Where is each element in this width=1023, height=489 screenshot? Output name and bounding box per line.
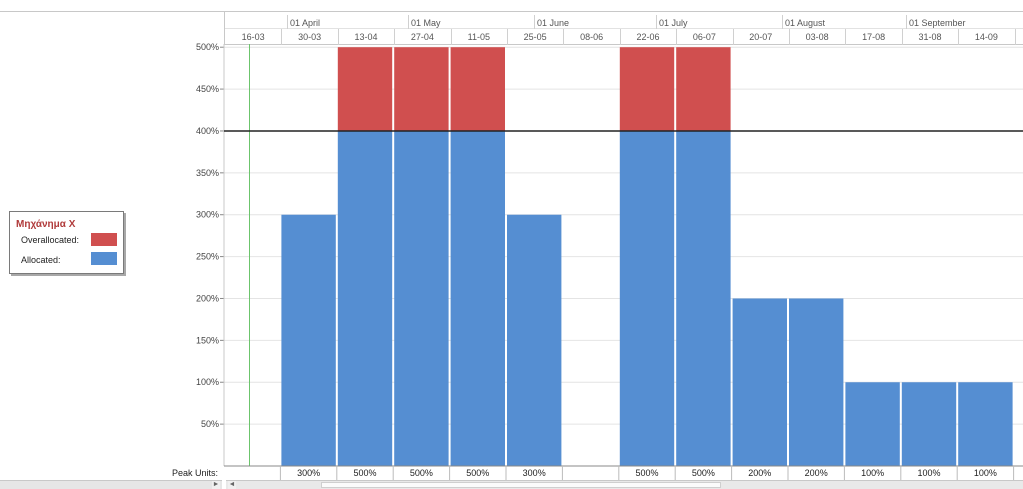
y-tick-label: 100%	[196, 377, 219, 387]
week-label: 27-04	[410, 32, 434, 42]
month-tick	[656, 15, 657, 29]
y-tick-label: 350%	[196, 168, 219, 178]
month-label: 01 June	[537, 18, 570, 28]
week-tick	[789, 29, 790, 45]
week-tick	[958, 29, 960, 45]
peak-units-value: 100%	[973, 468, 997, 478]
scrollbar-thumb[interactable]	[321, 482, 721, 488]
week-label: 06-07	[692, 32, 716, 42]
peak-units-title: Peak Units:	[172, 468, 219, 478]
allocated-bar	[789, 298, 844, 466]
allocated-bar	[281, 214, 336, 466]
legend-label-allocated: Allocated:	[21, 255, 61, 265]
week-tick	[619, 29, 621, 45]
allocated-bar	[676, 130, 731, 466]
overallocated-bar	[337, 47, 393, 131]
week-tick	[281, 29, 283, 45]
allocated-bar	[507, 214, 562, 466]
week-label: 08-06	[580, 32, 604, 42]
week-label: 11-05	[467, 32, 490, 42]
y-tick-label: 500%	[196, 42, 219, 52]
week-label: 16-03	[241, 32, 265, 42]
peak-units-value: 300%	[522, 468, 546, 478]
week-label: 14-09	[974, 32, 998, 42]
week-tick	[732, 29, 734, 45]
overallocated-bar	[450, 47, 505, 131]
legend-swatch-allocated	[91, 252, 117, 265]
week-tick	[563, 29, 565, 45]
month-label: 01 September	[909, 18, 966, 28]
month-tick	[408, 15, 409, 29]
peak-units-value: 300%	[297, 468, 321, 478]
week-tick	[845, 29, 847, 45]
y-tick-label: 250%	[196, 252, 219, 262]
y-tick-label: 150%	[196, 335, 219, 345]
peak-units-value: 500%	[466, 468, 490, 478]
peak-units-value: 200%	[748, 468, 772, 478]
peak-units-value: 200%	[804, 468, 828, 478]
month-tick	[287, 15, 288, 29]
month-label: 01 May	[411, 18, 441, 28]
week-tick	[394, 29, 396, 45]
week-label: 03-08	[805, 32, 829, 42]
timescale-bottom-border	[225, 44, 1023, 45]
week-label: 17-08	[862, 32, 886, 42]
allocated-bar	[619, 130, 675, 466]
scroll-left-arrow-icon[interactable]: ◄	[228, 481, 236, 489]
peak-units-value: 500%	[409, 468, 433, 478]
allocated-bar	[450, 130, 505, 466]
allocated-bar	[732, 298, 787, 466]
legend: Μηχάνημα X Overallocated: Allocated:	[9, 211, 124, 274]
week-label: 20-07	[749, 32, 773, 42]
allocated-bar	[845, 382, 900, 466]
week-tick	[507, 29, 508, 45]
peak-units-value: 500%	[353, 468, 377, 478]
legend-swatch-overallocated	[91, 233, 117, 246]
timescale-divider	[225, 28, 1023, 29]
overallocated-bar	[676, 47, 731, 131]
week-label: 25-05	[523, 32, 547, 42]
y-tick-label: 300%	[196, 210, 219, 220]
peak-units-value: 100%	[917, 468, 941, 478]
overallocated-bar	[394, 47, 449, 131]
week-label: 13-04	[354, 32, 378, 42]
top-divider	[0, 11, 1023, 12]
week-tick	[337, 29, 339, 45]
month-label: 01 April	[290, 18, 321, 28]
allocated-bar	[337, 130, 393, 466]
allocated-bar	[958, 382, 1013, 466]
legend-label-overallocated: Overallocated:	[21, 235, 80, 245]
month-label: 01 August	[785, 18, 826, 28]
week-label: 30-03	[298, 32, 322, 42]
month-label: 01 July	[659, 18, 688, 28]
week-tick	[450, 29, 452, 45]
y-tick-label: 400%	[196, 126, 219, 136]
week-tick	[676, 29, 678, 45]
timescale-header: 01 April 01 May 01 June 01 July 01 August 01 …	[224, 12, 1023, 45]
allocated-bar	[901, 382, 957, 466]
y-tick-label: 450%	[196, 84, 219, 94]
left-scrollbar[interactable]: ►	[0, 480, 222, 489]
week-label: 22-06	[636, 32, 660, 42]
week-label: 31-08	[918, 32, 942, 42]
peak-units-value: 500%	[635, 468, 659, 478]
peak-units-value: 100%	[861, 468, 885, 478]
legend-title: Μηχάνημα X	[16, 219, 76, 230]
week-tick	[1014, 29, 1016, 45]
peak-units-value: 500%	[691, 468, 715, 478]
y-tick-label: 50%	[201, 419, 219, 429]
month-tick	[782, 15, 783, 29]
month-tick	[534, 15, 535, 29]
allocated-bar	[394, 130, 449, 466]
month-tick	[906, 15, 907, 29]
overallocated-bar	[619, 47, 675, 131]
week-tick	[901, 29, 903, 45]
scroll-right-arrow-icon[interactable]: ►	[212, 481, 220, 489]
y-tick-label: 200%	[196, 293, 219, 303]
